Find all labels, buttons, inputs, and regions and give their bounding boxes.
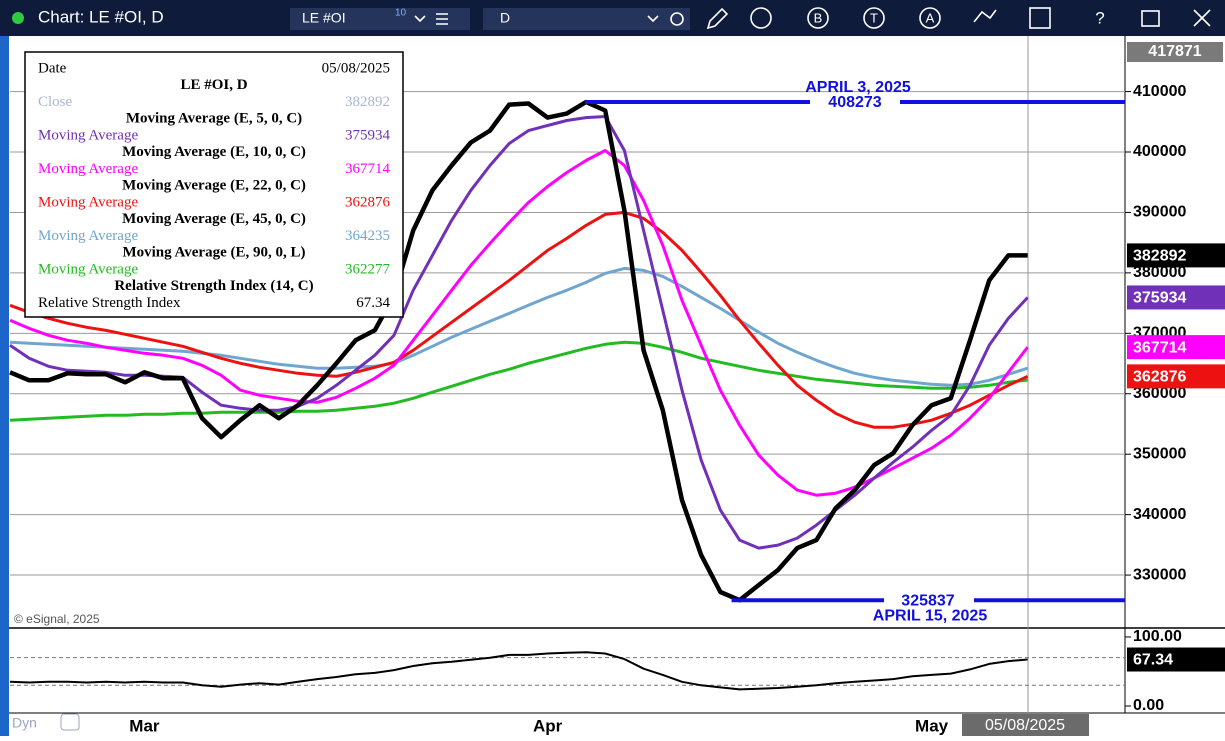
tool-icon[interactable] — [807, 7, 829, 29]
last-value-box — [1127, 647, 1225, 672]
y-tick-label: 330000 — [1133, 566, 1186, 583]
pencil-icon[interactable] — [706, 7, 729, 30]
tool-label: B — [814, 10, 823, 25]
series-line — [9, 210, 1029, 429]
y-tick-label: 380000 — [1133, 264, 1186, 281]
window-icon[interactable] — [1141, 10, 1160, 27]
symbol-badge: 10 — [395, 8, 407, 19]
legend-study: LE #OI, D — [180, 77, 247, 93]
x-tick-label: Mar — [129, 716, 160, 735]
high-date: APRIL 3, 2025 — [805, 79, 911, 96]
axis-top-box — [1127, 42, 1223, 62]
series-line — [9, 99, 1028, 603]
legend-study: Relative Strength Index (14, C) — [114, 278, 313, 294]
symbol: LE #OI — [302, 10, 346, 26]
dropdown-icon[interactable] — [414, 15, 426, 23]
legend-name: Close — [38, 94, 73, 110]
legend-study: Moving Average (E, 10, 0, C) — [122, 144, 306, 160]
data-window-box — [24, 51, 404, 318]
series-line — [9, 651, 1028, 691]
tool-label: T — [870, 10, 878, 25]
plot: Mar Apr May3300003400003500003600003700003… — [9, 42, 1225, 735]
y-tick-label: 400000 — [1133, 143, 1186, 160]
legend-value: 375934 — [345, 127, 391, 143]
label-bg — [810, 93, 900, 112]
last-value-box — [1127, 285, 1225, 310]
label-bg — [884, 591, 974, 610]
low-value: 325837 — [901, 592, 954, 609]
legend-name: Relative Strength Index — [38, 295, 181, 311]
tool-label: A — [926, 10, 935, 25]
mode-label: Dyn — [12, 715, 37, 731]
series-line — [9, 340, 1028, 422]
last-value-label: 67.34 — [1133, 652, 1173, 669]
y-tick-label: 340000 — [1133, 506, 1186, 523]
clock-icon[interactable] — [670, 12, 684, 26]
interval-box[interactable] — [483, 8, 690, 30]
x-tick-label: Apr — [533, 716, 563, 735]
legend-name: Moving Average — [38, 228, 138, 244]
legend-study: Moving Average (E, 45, 0, C) — [122, 211, 306, 227]
cursor-date-box — [962, 714, 1089, 736]
tool-icon[interactable] — [863, 7, 885, 29]
legend-value: 362876 — [345, 194, 391, 210]
legend-value: 67.34 — [356, 295, 390, 311]
low-date: APRIL 15, 2025 — [873, 607, 988, 624]
last-value-label: 362876 — [1133, 369, 1186, 386]
copyright: © eSignal, 2025 — [14, 612, 100, 626]
last-value-box — [1127, 364, 1225, 389]
interval: D — [500, 10, 510, 26]
lock-icon[interactable] — [60, 713, 80, 731]
edit-icon[interactable] — [1029, 7, 1051, 29]
last-value-box — [1127, 335, 1225, 360]
legend-name: Moving Average — [38, 161, 138, 177]
left-border — [0, 36, 9, 736]
legend-name: Moving Average — [38, 194, 138, 210]
last-value-label: 375934 — [1133, 290, 1186, 307]
link-icon[interactable] — [973, 9, 997, 23]
legend-name: Moving Average — [38, 127, 138, 143]
status-dot — [12, 12, 24, 24]
legend-study: Moving Average (E, 22, 0, C) — [122, 178, 306, 194]
legend-value: 367714 — [345, 161, 391, 177]
symbol-box[interactable] — [290, 8, 470, 30]
last-value-label: 382892 — [1133, 248, 1186, 265]
cursor-date: 05/08/2025 — [985, 717, 1065, 734]
x-tick-label: May — [915, 716, 949, 735]
last-value-box — [1127, 243, 1225, 268]
legend-value: 362277 — [345, 261, 391, 277]
y-tick-label: 360000 — [1133, 385, 1186, 402]
window-title: Chart: LE #OI, D — [38, 7, 164, 26]
menu-icon[interactable] — [436, 13, 448, 25]
last-value-label: 367714 — [1133, 339, 1186, 356]
high-value: 408273 — [828, 94, 881, 111]
data-window: Date 05/08/2025 LE #OI, D Close 382892 Moving… — [24, 51, 404, 318]
legend-name: Moving Average — [38, 261, 138, 277]
legend-study: Moving Average (E, 5, 0, C) — [126, 111, 302, 127]
legend-study: Moving Average (E, 90, 0, L) — [122, 245, 305, 261]
legend-label: Date — [38, 60, 67, 76]
axis-top-label: 417871 — [1148, 43, 1201, 60]
legend-value: 364235 — [345, 228, 390, 244]
legend-value: 05/08/2025 — [322, 60, 390, 76]
legend-value: 382892 — [345, 94, 390, 110]
y-tick-label: 350000 — [1133, 445, 1186, 462]
y-tick-label: 390000 — [1133, 204, 1186, 221]
y-tick-label: 410000 — [1133, 83, 1186, 100]
close-icon[interactable] — [1193, 9, 1211, 27]
tool-icon[interactable] — [919, 7, 941, 29]
y-tick-label: 100.00 — [1133, 628, 1182, 645]
dropdown-icon[interactable] — [647, 15, 659, 23]
wave-icon[interactable] — [750, 7, 772, 29]
series-line — [9, 266, 1029, 387]
y-tick-label: 0.00 — [1133, 697, 1164, 714]
help-icon[interactable]: ? — [1095, 8, 1104, 27]
